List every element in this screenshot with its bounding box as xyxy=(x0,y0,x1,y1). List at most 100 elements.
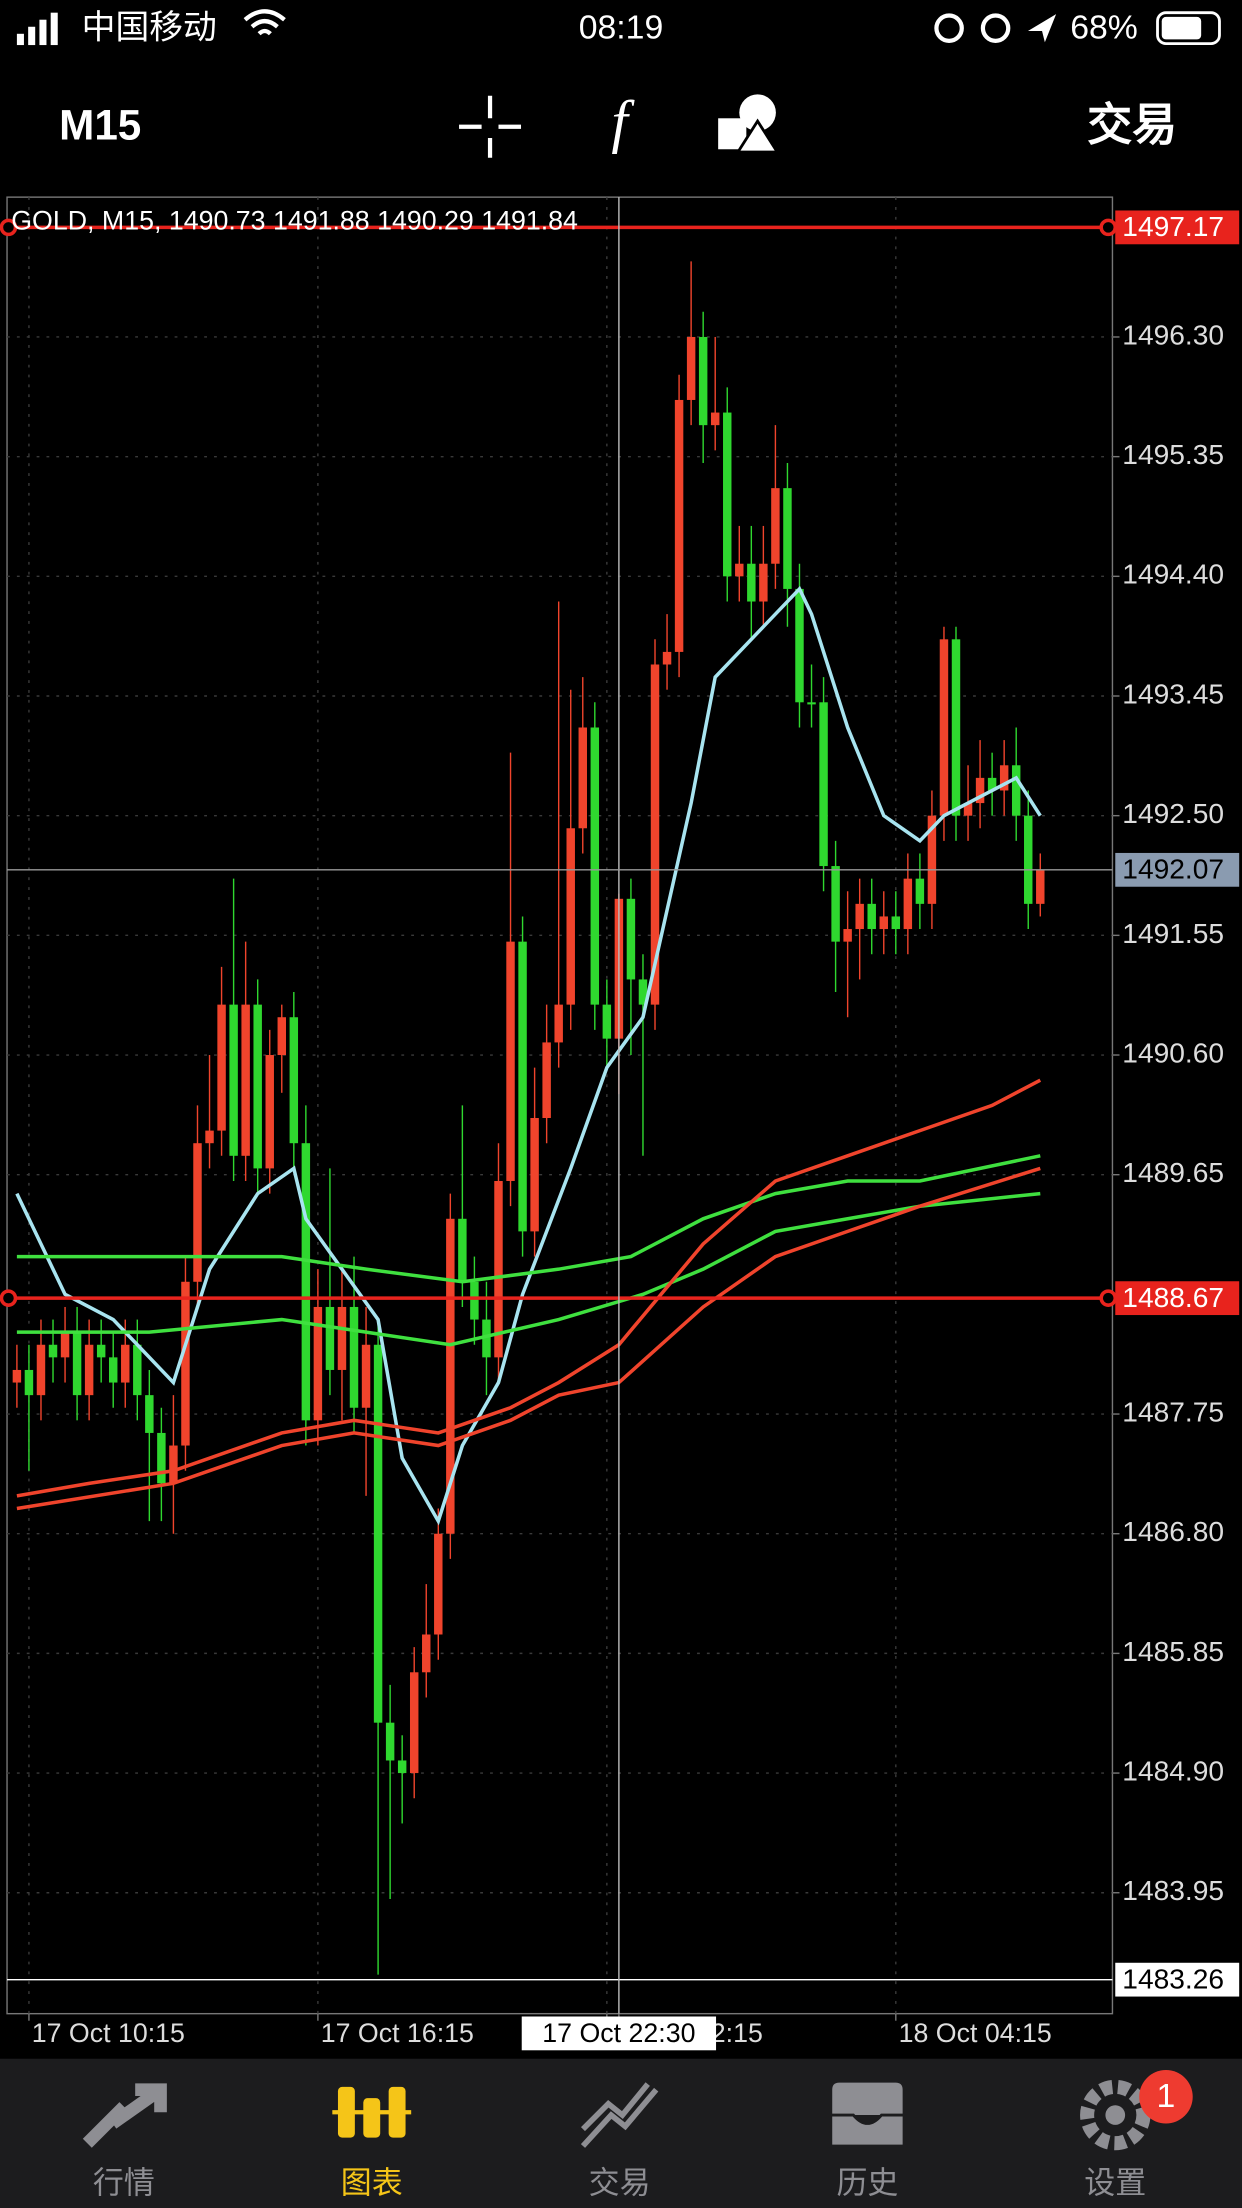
objects-button[interactable] xyxy=(718,94,780,154)
candle-body xyxy=(169,1445,178,1484)
candle-body xyxy=(518,941,527,1232)
tab-icon xyxy=(829,2079,906,2148)
moving-average xyxy=(16,1078,1042,1498)
candle-body xyxy=(12,1369,22,1383)
candle-body xyxy=(133,1344,142,1396)
tab[interactable]: 行情 xyxy=(82,2083,167,2201)
candle-body xyxy=(434,1533,443,1635)
y-tick-label: 1493.45 xyxy=(1122,678,1224,709)
candle-body xyxy=(554,1004,563,1043)
candle-body xyxy=(626,898,636,980)
crosshair-button[interactable] xyxy=(459,95,522,158)
chart-header: GOLD, M15, 1490.73 1491.88 1490.29 1491.… xyxy=(11,206,578,236)
candle-body xyxy=(84,1344,94,1396)
objects-icon xyxy=(735,118,780,154)
candle-body xyxy=(735,563,744,577)
tab-bar-bg xyxy=(0,2058,1242,2208)
candle-body xyxy=(313,1306,323,1421)
candle-body xyxy=(723,412,732,577)
candle-body xyxy=(867,903,876,930)
candle-body xyxy=(121,1344,130,1383)
chart: 1496.30 1495.35 1494.40 1493.45 1492.50 1491.… xyxy=(0,196,1240,2051)
tab-icon xyxy=(1105,2105,1126,2125)
price-line-label: 1497.17 xyxy=(1122,211,1224,242)
crosshair-price-label: 1492.07 xyxy=(1122,854,1224,885)
candle-body xyxy=(674,399,684,652)
candle-body xyxy=(494,1180,503,1358)
candle-body xyxy=(458,1218,467,1282)
battery-icon xyxy=(1156,11,1221,46)
wifi-icon xyxy=(243,9,286,36)
chart-frame xyxy=(6,196,1114,2015)
crosshair-time-bg xyxy=(521,2016,717,2051)
toolbar: M15 f 交易 xyxy=(59,89,1177,158)
battery-level xyxy=(1161,16,1202,40)
candle-body xyxy=(265,1055,274,1169)
signal-icon xyxy=(16,33,24,46)
candle-body xyxy=(241,1004,250,1156)
candle-body xyxy=(903,878,913,930)
price-line-label-bg xyxy=(1115,1281,1240,1316)
candle-body xyxy=(217,1004,226,1131)
candle-body xyxy=(1036,869,1045,904)
candle-body xyxy=(60,1332,70,1358)
candle-body xyxy=(987,777,997,791)
tab-bar: 行情 图表 交易 历史 设置 1 xyxy=(0,2058,1242,2208)
candle-body xyxy=(289,1017,299,1144)
candle-body xyxy=(530,1118,539,1232)
crosshair-time-label: 17 Oct 22:30 xyxy=(542,2018,695,2048)
candle-body xyxy=(602,1004,612,1039)
candle-body xyxy=(831,866,840,942)
y-tick-label: 1491.55 xyxy=(1122,918,1224,949)
tab-label: 设置 xyxy=(1084,2166,1146,2201)
candle-body xyxy=(578,727,587,829)
x-tick-label: 18 Oct 04:15 xyxy=(899,2018,1052,2048)
candle-body xyxy=(193,1143,202,1282)
tab[interactable]: 设置 xyxy=(1080,2079,1151,2201)
candle-body xyxy=(542,1042,551,1119)
tab[interactable]: 图表 xyxy=(332,2086,412,2201)
candle-body xyxy=(915,878,925,904)
moving-average xyxy=(16,1154,1041,1284)
candle-body xyxy=(795,588,804,703)
y-tick-label: 1484.90 xyxy=(1122,1756,1224,1787)
timeframe-button[interactable]: M15 xyxy=(59,101,141,148)
alarm-icon xyxy=(934,13,964,43)
candle-body xyxy=(482,1319,491,1358)
candle-body xyxy=(157,1432,166,1484)
candle-body xyxy=(277,1017,286,1056)
price-line-label-bg xyxy=(1115,1962,1240,1997)
candle-body xyxy=(301,1143,311,1421)
badge: 1 xyxy=(1157,2077,1176,2115)
y-tick-label: 1496.30 xyxy=(1122,319,1224,350)
tab[interactable]: 历史 xyxy=(829,2079,906,2201)
candle-body xyxy=(506,941,515,1181)
price-line-label: 1483.26 xyxy=(1122,1964,1224,1995)
lock-icon xyxy=(980,13,1011,43)
trade-button[interactable]: 交易 xyxy=(1087,99,1177,150)
y-tick-label: 1486.80 xyxy=(1122,1516,1224,1547)
tab[interactable]: 交易 xyxy=(580,2082,659,2201)
candle-body xyxy=(686,336,696,400)
badge-bg xyxy=(1139,2070,1193,2124)
y-tick-label: 1483.95 xyxy=(1122,1875,1224,1906)
carrier: 中国移动 xyxy=(82,8,217,46)
tab-icon xyxy=(82,2083,167,2148)
candle-body xyxy=(939,639,949,816)
candle-body xyxy=(1011,765,1021,816)
candle-body xyxy=(783,488,792,589)
x-tick-label: 17 Oct 16:15 xyxy=(321,2018,474,2048)
tab-icon xyxy=(1080,2079,1151,2151)
tab-label: 图表 xyxy=(341,2166,403,2201)
candle-body xyxy=(48,1344,58,1358)
candle-body xyxy=(963,803,973,816)
clock: 08:19 xyxy=(579,8,664,46)
candle-body xyxy=(325,1306,335,1370)
candle-body xyxy=(337,1306,347,1370)
candle-body xyxy=(36,1344,46,1396)
candle-body xyxy=(205,1130,214,1144)
candle-body xyxy=(759,563,768,602)
y-tick-label: 1485.85 xyxy=(1122,1636,1224,1667)
